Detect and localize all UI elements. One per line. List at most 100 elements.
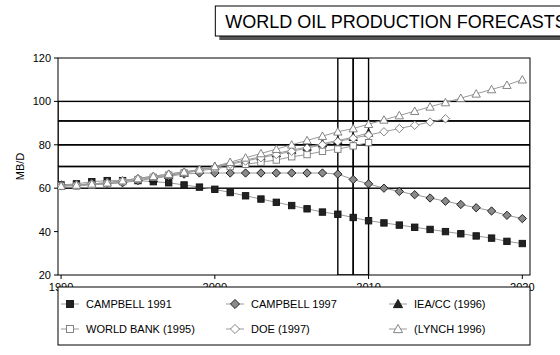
- point: [181, 182, 187, 188]
- legend: CAMPBELL 1991CAMPBELL 1997IEA/CC (1996)W…: [58, 287, 530, 345]
- point: [288, 202, 294, 208]
- legend-symbol: [393, 299, 402, 307]
- series: [149, 129, 373, 182]
- point: [441, 115, 449, 123]
- point: [335, 211, 341, 217]
- point: [241, 154, 249, 161]
- point: [441, 197, 449, 205]
- legend-symbol: [67, 301, 74, 308]
- point: [58, 183, 64, 189]
- point: [303, 144, 311, 152]
- point: [519, 240, 525, 246]
- point: [241, 169, 249, 177]
- point: [349, 175, 357, 183]
- series: [58, 177, 526, 246]
- y-tick: [54, 58, 58, 59]
- series-line: [61, 181, 522, 244]
- legend-label: DOE (1997): [251, 323, 310, 335]
- point: [180, 168, 188, 175]
- title-box: [215, 6, 560, 36]
- point: [503, 211, 511, 219]
- point: [349, 124, 357, 131]
- point: [303, 136, 311, 143]
- x-band: [338, 58, 353, 275]
- series-line: [153, 133, 368, 179]
- point: [365, 139, 371, 145]
- x-tick: [214, 275, 215, 279]
- point: [272, 145, 280, 152]
- legend-symbol: [67, 326, 74, 333]
- point: [242, 193, 248, 199]
- x-tick: [368, 275, 369, 279]
- point: [318, 132, 326, 139]
- y-tick: [54, 275, 58, 276]
- point: [118, 176, 126, 183]
- y-band: [58, 101, 530, 121]
- point: [457, 200, 465, 208]
- series: [58, 115, 450, 191]
- title: WORLD OIL PRODUCTION FORECASTS: [225, 12, 560, 32]
- point: [395, 187, 403, 195]
- point: [457, 94, 465, 101]
- chart: WORLD OIL PRODUCTION FORECASTSMB/D204060…: [0, 0, 560, 355]
- legend-symbol: [230, 299, 239, 308]
- point: [119, 177, 125, 183]
- point: [211, 162, 219, 169]
- y-tick-label: 120: [33, 52, 51, 64]
- point: [380, 116, 388, 123]
- point: [518, 214, 526, 222]
- point: [257, 149, 265, 156]
- point: [503, 81, 511, 88]
- y-axis-label: MB/D: [14, 153, 26, 181]
- point: [258, 196, 264, 202]
- point: [304, 206, 310, 212]
- y-tick: [54, 101, 58, 102]
- title-group: WORLD OIL PRODUCTION FORECASTS: [215, 6, 560, 40]
- point: [272, 169, 280, 177]
- y-tick-label: 80: [39, 139, 51, 151]
- point: [411, 224, 417, 230]
- point: [334, 137, 342, 145]
- point: [426, 103, 434, 110]
- series-line: [61, 119, 445, 186]
- point: [395, 111, 403, 118]
- point: [395, 124, 403, 132]
- series: [58, 169, 526, 223]
- point: [335, 146, 341, 152]
- x-tick: [61, 275, 62, 279]
- point: [504, 238, 510, 244]
- point: [411, 191, 419, 199]
- point: [364, 120, 372, 127]
- point: [349, 134, 357, 142]
- point: [411, 107, 419, 114]
- series: [58, 76, 526, 190]
- point: [288, 169, 296, 177]
- legend-label: CAMPBELL 1991: [86, 298, 172, 310]
- point: [227, 189, 233, 195]
- point: [487, 207, 495, 215]
- legend-label: IEA/CC (1996): [414, 298, 486, 310]
- point: [58, 182, 65, 189]
- plot-area: [58, 58, 530, 275]
- point: [488, 235, 494, 241]
- point: [318, 169, 326, 177]
- point: [103, 179, 111, 186]
- series-line: [61, 80, 522, 186]
- point: [273, 199, 279, 205]
- point: [72, 181, 80, 188]
- plot-frame: [58, 58, 530, 275]
- point: [334, 170, 342, 178]
- point: [472, 204, 480, 212]
- point: [364, 180, 372, 188]
- point: [381, 220, 387, 226]
- point: [288, 141, 296, 148]
- point: [196, 184, 202, 190]
- point: [427, 226, 433, 232]
- point: [442, 228, 448, 234]
- point: [226, 158, 234, 165]
- point: [334, 128, 342, 135]
- point: [426, 194, 434, 202]
- point: [518, 76, 526, 83]
- point: [487, 85, 495, 92]
- point: [257, 169, 265, 177]
